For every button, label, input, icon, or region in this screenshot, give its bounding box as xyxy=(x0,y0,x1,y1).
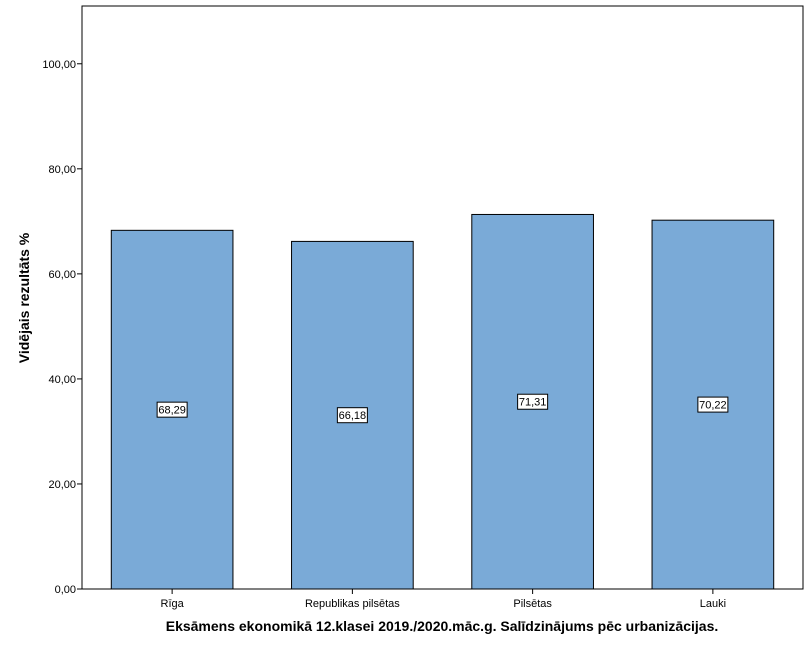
x-axis: Rīga Republikas pilsētas Pilsētas Lauki xyxy=(161,589,726,610)
y-tick-label: 20,00 xyxy=(48,479,76,491)
data-label-box xyxy=(156,401,188,418)
y-axis-title: Vidējais rezultāts % xyxy=(16,232,32,363)
x-tick-label: Rīga xyxy=(161,598,185,610)
data-label-box xyxy=(517,393,549,410)
y-tick-label: 80,00 xyxy=(48,164,76,176)
y-tick-label: 0,00 xyxy=(55,584,76,596)
data-label: 66,18 xyxy=(339,410,367,422)
data-label: 71,31 xyxy=(519,397,547,409)
x-tick-label: Lauki xyxy=(700,598,726,610)
y-tick-label: 100,00 xyxy=(42,59,76,71)
x-tick-label: Pilsētas xyxy=(513,598,552,610)
y-tick-label: 60,00 xyxy=(48,269,76,281)
x-tick-label: Republikas pilsētas xyxy=(305,598,400,610)
x-axis-title: Eksāmens ekonomikā 12.klasei 2019./2020.… xyxy=(166,618,719,634)
data-labels: 68,29 66,18 71,31 70,22 xyxy=(156,393,729,424)
data-label: 70,22 xyxy=(699,400,727,412)
data-label-box xyxy=(336,407,368,424)
bars xyxy=(110,213,775,590)
y-axis: 0,00 20,00 40,00 60,00 80,00 100,00 xyxy=(42,59,82,596)
data-label-box xyxy=(697,396,729,413)
data-label: 68,29 xyxy=(158,405,186,417)
y-tick-label: 40,00 xyxy=(48,374,76,386)
